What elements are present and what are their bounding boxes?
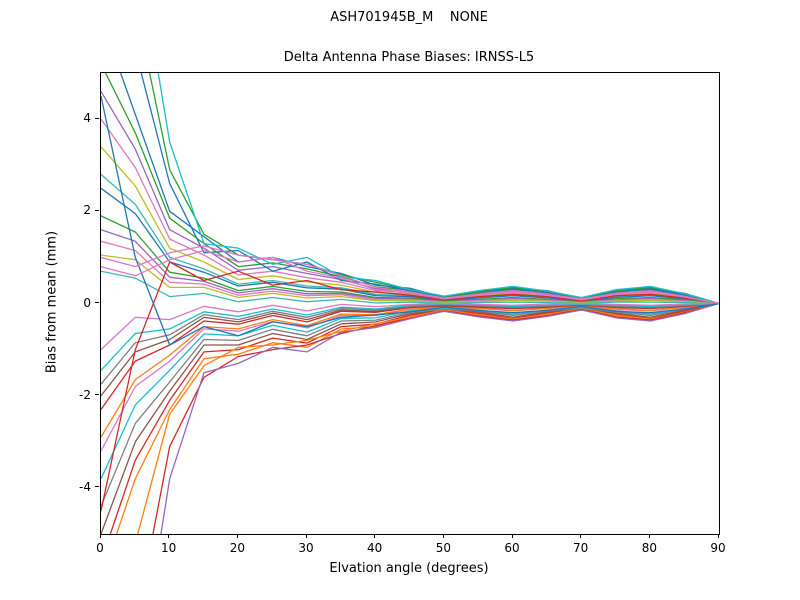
x-tick-mark xyxy=(374,534,376,538)
y-tick-mark xyxy=(95,486,99,488)
x-tick-mark xyxy=(717,534,719,538)
y-tick-mark xyxy=(95,394,99,396)
x-tick-mark xyxy=(99,534,101,538)
series-line xyxy=(157,73,719,305)
series-line xyxy=(101,302,719,371)
series-line xyxy=(101,91,719,305)
series-line xyxy=(101,302,719,452)
series-line xyxy=(101,302,719,385)
plot-area xyxy=(100,72,720,535)
x-tick-mark xyxy=(168,534,170,538)
series-line xyxy=(101,249,719,305)
y-tick-label: 4 xyxy=(83,111,91,126)
series-line xyxy=(160,302,719,534)
series-line xyxy=(101,302,719,534)
y-tick-mark xyxy=(95,302,99,303)
x-tick-label: 90 xyxy=(710,541,726,555)
x-tick-label: 70 xyxy=(573,541,589,555)
series-line xyxy=(101,240,719,305)
series-line xyxy=(101,261,719,512)
x-tick-label: 80 xyxy=(641,541,657,555)
series-line xyxy=(101,254,719,305)
series-line xyxy=(101,245,719,305)
plot-canvas xyxy=(101,73,719,534)
y-tick-mark xyxy=(95,117,99,119)
x-tick-label: 50 xyxy=(435,541,451,555)
series-line xyxy=(101,302,719,479)
x-tick-mark xyxy=(236,534,238,538)
series-line xyxy=(101,302,719,351)
series-line xyxy=(101,215,719,305)
x-tick-label: 20 xyxy=(229,541,245,555)
series-line xyxy=(101,270,719,305)
series-line xyxy=(137,302,719,534)
x-tick-mark xyxy=(648,534,650,538)
axes-title: Delta Antenna Phase Biases: IRNSS-L5 xyxy=(283,50,535,65)
x-axis-label: Elvation angle (degrees) xyxy=(329,561,489,576)
series-line xyxy=(101,95,719,346)
x-tick-label: 0 xyxy=(96,541,104,555)
series-line xyxy=(101,302,719,410)
x-tick-label: 30 xyxy=(298,541,314,555)
x-tick-label: 60 xyxy=(504,541,520,555)
series-line xyxy=(140,73,719,305)
y-tick-label: 2 xyxy=(83,203,91,218)
figure-suptitle: ASH701945B_M NONE xyxy=(330,10,488,25)
y-tick-label: -2 xyxy=(79,387,91,402)
series-line xyxy=(101,187,719,305)
y-tick-mark xyxy=(95,209,99,211)
x-tick-mark xyxy=(511,534,513,538)
y-tick-label: -4 xyxy=(79,479,91,494)
x-tick-mark xyxy=(442,534,444,538)
x-tick-mark xyxy=(580,534,582,538)
x-tick-label: 40 xyxy=(367,541,383,555)
y-tick-label: 0 xyxy=(83,295,91,310)
x-tick-label: 10 xyxy=(161,541,177,555)
series-line xyxy=(109,302,719,534)
x-tick-mark xyxy=(305,534,307,538)
